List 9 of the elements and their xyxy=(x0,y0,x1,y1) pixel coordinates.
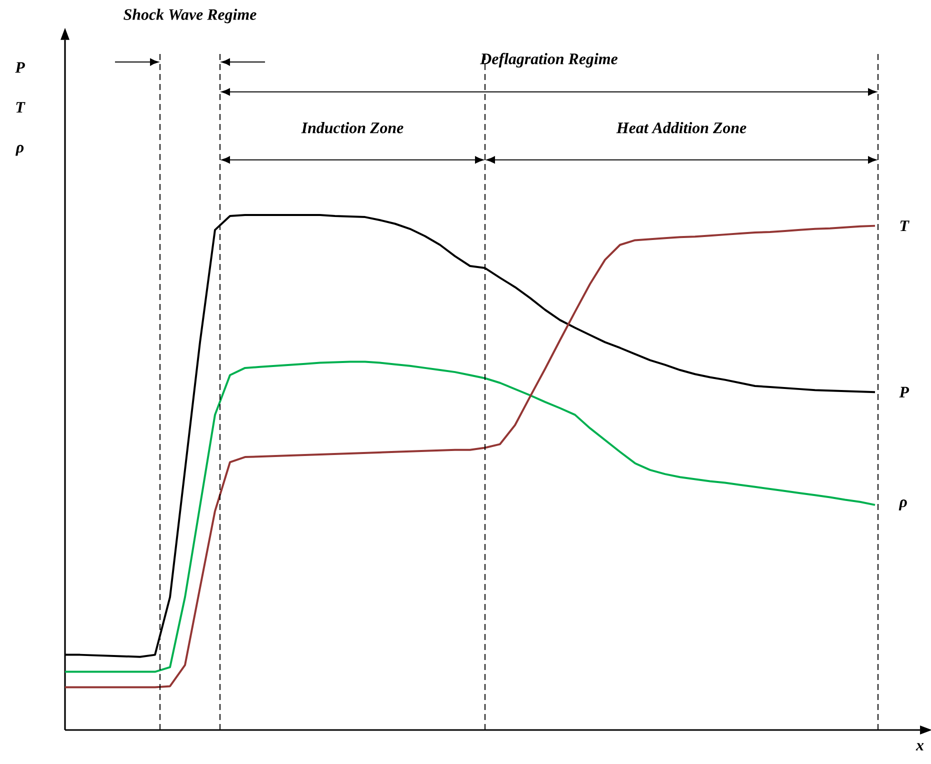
series-label: T xyxy=(900,220,910,232)
text: Deflagration Regime xyxy=(480,52,618,68)
series-label: ρ xyxy=(898,500,907,510)
text: Induction Zone xyxy=(301,122,404,134)
x-axis-title: x xyxy=(916,743,924,750)
series-label: P xyxy=(899,386,910,398)
text: Shock Wave Regime xyxy=(124,8,256,24)
text: Heat Addition Zone xyxy=(616,122,746,134)
text: P T ρ xyxy=(15,62,26,156)
